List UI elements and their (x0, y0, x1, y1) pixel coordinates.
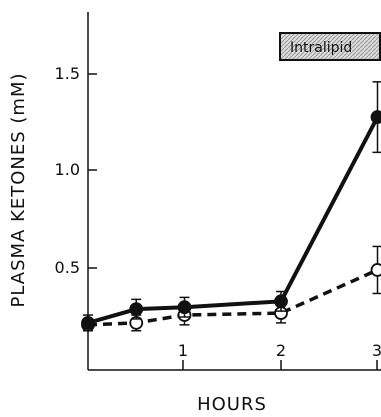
series-line-0 (87, 116, 380, 325)
y-tick-label-0: 0.5 (55, 258, 80, 277)
data-point-0-3 (274, 294, 288, 309)
data-point-0-0 (81, 315, 95, 330)
y-tick-label-2: 1.5 (55, 64, 80, 83)
legend-box (279, 32, 381, 61)
x-tick-label-1: 2 (276, 341, 286, 360)
legend-label: Intralipid (290, 40, 352, 56)
data-point-0-1 (129, 302, 144, 317)
y-tick-label-1: 1.0 (55, 160, 80, 179)
plot-area (81, 81, 381, 332)
series-line-1 (87, 268, 379, 327)
x-tick-label-0: 1 (178, 341, 188, 360)
x-tick-label-2: 3 (372, 341, 381, 360)
data-point-0-2 (177, 300, 192, 315)
data-point-1-4 (370, 263, 381, 277)
x-axis-label: HOURS (197, 394, 267, 415)
legend: Intralipid (279, 32, 381, 61)
y-axis-label: PLASMA KETONES (mM) (8, 72, 29, 307)
data-point-0-4 (370, 110, 381, 124)
